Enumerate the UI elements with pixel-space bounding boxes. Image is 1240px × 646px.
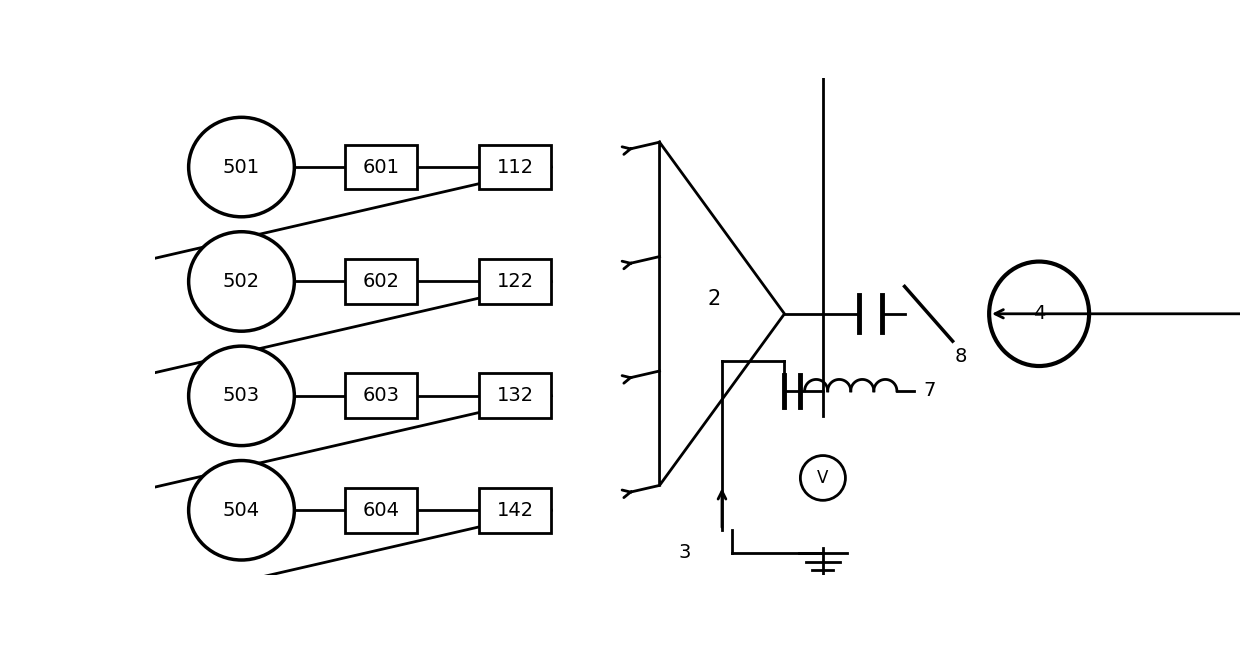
Text: 504: 504: [223, 501, 260, 520]
Text: 112: 112: [497, 158, 534, 176]
Text: 142: 142: [497, 501, 534, 520]
Text: 602: 602: [362, 272, 399, 291]
Text: 7: 7: [924, 381, 936, 401]
FancyBboxPatch shape: [480, 488, 552, 533]
Text: 3: 3: [678, 543, 691, 562]
FancyBboxPatch shape: [480, 373, 552, 418]
Text: 2: 2: [708, 289, 720, 309]
Text: 501: 501: [223, 158, 260, 176]
FancyBboxPatch shape: [480, 145, 552, 189]
Text: 603: 603: [362, 386, 399, 406]
Text: 502: 502: [223, 272, 260, 291]
Text: 8: 8: [955, 346, 967, 366]
Text: 601: 601: [362, 158, 399, 176]
Ellipse shape: [188, 461, 294, 560]
Text: 122: 122: [497, 272, 534, 291]
Text: 604: 604: [362, 501, 399, 520]
Text: 4: 4: [1033, 304, 1045, 323]
FancyBboxPatch shape: [345, 259, 417, 304]
Text: 503: 503: [223, 386, 260, 406]
Ellipse shape: [188, 346, 294, 446]
FancyBboxPatch shape: [345, 488, 417, 533]
Circle shape: [800, 455, 846, 500]
Ellipse shape: [990, 262, 1089, 366]
FancyBboxPatch shape: [345, 145, 417, 189]
FancyBboxPatch shape: [480, 259, 552, 304]
Text: 132: 132: [497, 386, 534, 406]
Ellipse shape: [188, 232, 294, 331]
FancyBboxPatch shape: [345, 373, 417, 418]
Text: V: V: [817, 469, 828, 487]
Ellipse shape: [188, 118, 294, 217]
